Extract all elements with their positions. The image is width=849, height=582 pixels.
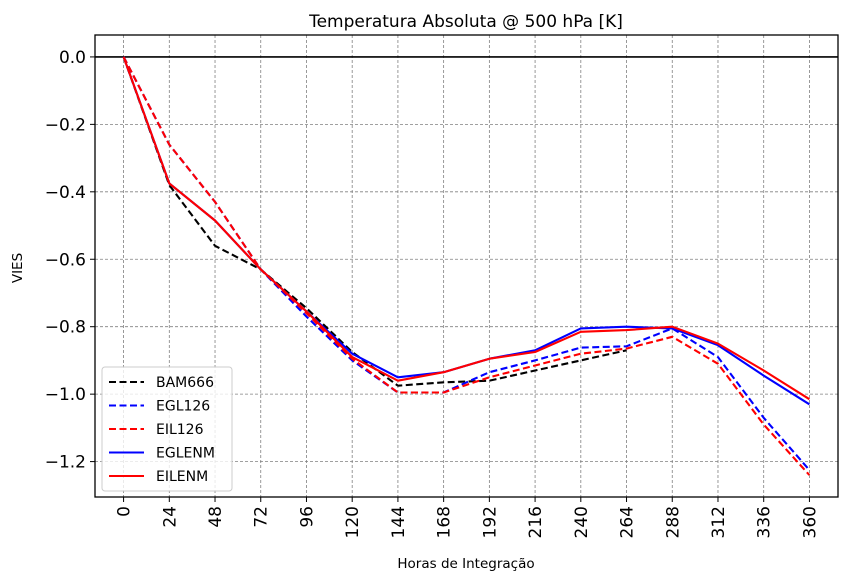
y-tick-label: −0.4 bbox=[45, 183, 86, 203]
series-line-bam666 bbox=[122, 56, 627, 387]
y-tick-label: 0.0 bbox=[59, 48, 86, 68]
x-axis: 0 24 48 72 96 120 144 168 192 216 240 264 288 312 336 3… bbox=[115, 497, 820, 538]
x-tick-label: 312 bbox=[709, 506, 729, 538]
x-tick-label: 192 bbox=[480, 506, 500, 538]
legend-label-eilenm: EILENM bbox=[156, 469, 208, 485]
x-tick-label: 144 bbox=[389, 506, 409, 538]
series-line-eil126 bbox=[122, 56, 811, 476]
x-tick-label: 288 bbox=[663, 506, 683, 538]
x-tick-label: 240 bbox=[572, 506, 592, 538]
legend-label-bam666: BAM666 bbox=[156, 375, 214, 391]
y-axis-label: VIES bbox=[10, 253, 26, 283]
x-tick-label: 336 bbox=[755, 506, 775, 538]
series-group bbox=[122, 56, 811, 476]
x-tick-label: 264 bbox=[618, 506, 638, 538]
x-tick-label: 24 bbox=[160, 506, 180, 528]
chart-title: Temperatura Absoluta @ 500 hPa [K] bbox=[308, 12, 623, 32]
series-line-eilenm bbox=[122, 56, 810, 401]
legend-label-egl126: EGL126 bbox=[156, 399, 210, 415]
x-tick-label: 96 bbox=[297, 506, 317, 528]
y-tick-label: −0.2 bbox=[45, 115, 86, 135]
series-line-eglenm bbox=[122, 56, 810, 406]
x-tick-label: 0 bbox=[115, 506, 135, 517]
x-tick-label: 216 bbox=[526, 506, 546, 538]
x-tick-label: 168 bbox=[435, 506, 455, 538]
x-axis-label: Horas de Integração bbox=[397, 556, 534, 572]
legend-label-eil126: EIL126 bbox=[156, 422, 204, 438]
y-tick-label: −0.8 bbox=[45, 318, 86, 338]
y-tick-label: −1.2 bbox=[45, 453, 86, 473]
y-tick-label: −1.0 bbox=[45, 385, 86, 405]
x-tick-label: 120 bbox=[343, 506, 363, 538]
y-axis: 0.0 −0.2 −0.4 −0.6 −0.8 −1.0 −1.2 bbox=[45, 48, 95, 473]
x-tick-label: 360 bbox=[800, 506, 820, 538]
grid bbox=[95, 35, 838, 497]
x-tick-label: 48 bbox=[206, 506, 226, 528]
legend-box bbox=[101, 366, 233, 492]
y-tick-label: −0.6 bbox=[45, 250, 86, 270]
legend-label-eglenm: EGLENM bbox=[156, 446, 215, 462]
axes-frame bbox=[94, 34, 839, 498]
x-tick-label: 72 bbox=[252, 506, 272, 528]
legend: BAM666 EGL126 EIL126 EGLENM EILENM bbox=[101, 366, 233, 492]
